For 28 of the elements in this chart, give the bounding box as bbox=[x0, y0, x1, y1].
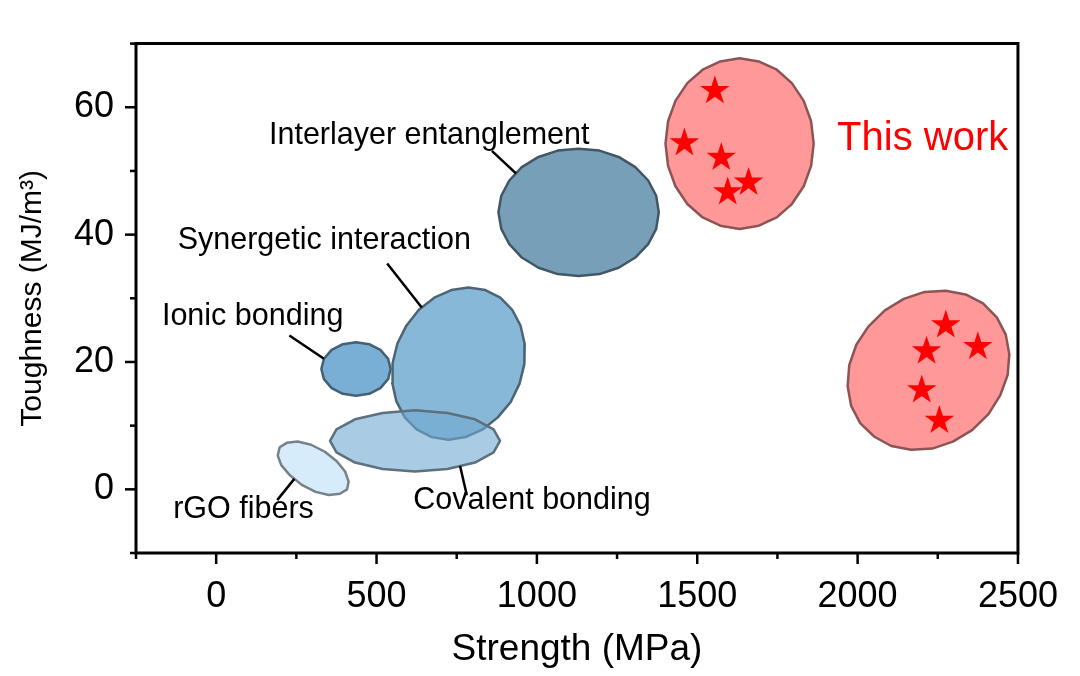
y-tick-label: 0 bbox=[93, 466, 114, 508]
x-tick-label: 2500 bbox=[977, 573, 1058, 615]
point bbox=[963, 331, 993, 360]
series-label: Synergetic interaction bbox=[177, 220, 471, 256]
series-label: Covalent bonding bbox=[413, 481, 651, 517]
point bbox=[733, 166, 764, 195]
x-axis-title: Strength (MPa) bbox=[451, 627, 703, 668]
series-label: Interlayer entanglement bbox=[269, 115, 590, 151]
y-tick-label: 40 bbox=[73, 211, 114, 253]
y-axis-title: Toughness (MJ/m³) bbox=[14, 169, 48, 427]
point bbox=[669, 127, 700, 156]
point bbox=[712, 176, 743, 205]
x-tick-label: 1500 bbox=[657, 573, 738, 615]
x-tick-label: 1000 bbox=[496, 573, 577, 615]
point bbox=[924, 405, 955, 434]
point bbox=[700, 75, 730, 104]
x-tick-label: 500 bbox=[346, 573, 407, 615]
y-tick-label: 60 bbox=[73, 84, 114, 126]
x-tick-label: 0 bbox=[206, 573, 227, 615]
series-label: This work bbox=[837, 114, 1010, 159]
point bbox=[706, 142, 737, 171]
series-label: Ionic bonding bbox=[161, 296, 344, 332]
series-label: rGO fibers bbox=[173, 490, 314, 525]
point bbox=[911, 335, 942, 364]
point bbox=[931, 309, 961, 338]
y-tick-label: 20 bbox=[73, 338, 114, 380]
point bbox=[907, 374, 937, 403]
x-tick-label: 2000 bbox=[817, 573, 898, 615]
